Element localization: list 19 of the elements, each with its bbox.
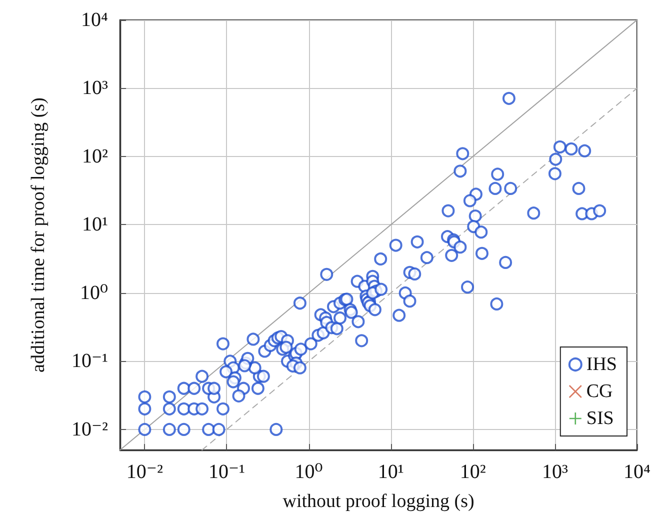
x-tick-label: 10⁴ bbox=[624, 461, 651, 483]
x-tick-label: 10³ bbox=[542, 461, 568, 483]
x-tick-label: 10⁻¹ bbox=[208, 461, 246, 483]
x-tick-label: 10⁻² bbox=[126, 461, 163, 483]
legend-label: SIS bbox=[586, 408, 614, 429]
legend-label: IHS bbox=[586, 354, 618, 375]
y-tick-label: 10² bbox=[82, 145, 108, 168]
x-tick-label: 10⁰ bbox=[294, 461, 323, 483]
y-tick-label: 10³ bbox=[82, 77, 108, 100]
y-tick-label: 10⁻² bbox=[71, 418, 108, 440]
legend-label: CG bbox=[586, 381, 614, 402]
x-tick-label: 10² bbox=[460, 461, 486, 483]
x-axis-title: without proof logging (s) bbox=[282, 491, 474, 512]
y-tick-label: 10¹ bbox=[82, 214, 108, 236]
x-tick-label: 10¹ bbox=[378, 461, 404, 483]
y-tick-label: 10⁻¹ bbox=[71, 350, 108, 372]
y-tick-label: 10⁴ bbox=[81, 9, 108, 31]
y-axis-title: additional time for proof logging (s) bbox=[28, 98, 49, 372]
y-tick-label: 10⁰ bbox=[80, 282, 108, 304]
